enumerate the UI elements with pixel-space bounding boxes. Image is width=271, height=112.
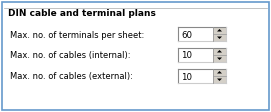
Text: Max. no. of cables (internal):: Max. no. of cables (internal): [10, 51, 131, 60]
FancyBboxPatch shape [2, 3, 269, 110]
Text: 10: 10 [181, 51, 192, 60]
FancyBboxPatch shape [178, 49, 213, 62]
FancyBboxPatch shape [213, 28, 226, 42]
Text: 60: 60 [181, 30, 192, 39]
FancyBboxPatch shape [178, 28, 213, 42]
FancyBboxPatch shape [213, 49, 226, 62]
Polygon shape [217, 51, 222, 53]
Polygon shape [217, 30, 222, 32]
Polygon shape [217, 58, 222, 60]
Polygon shape [217, 37, 222, 40]
Text: Max. no. of cables (external):: Max. no. of cables (external): [10, 72, 133, 81]
Text: DIN cable and terminal plans: DIN cable and terminal plans [8, 9, 156, 18]
FancyBboxPatch shape [213, 69, 226, 83]
Polygon shape [217, 79, 222, 81]
Text: Max. no. of terminals per sheet:: Max. no. of terminals per sheet: [10, 30, 144, 39]
FancyBboxPatch shape [178, 69, 213, 83]
Text: 10: 10 [181, 72, 192, 81]
Polygon shape [217, 71, 222, 74]
